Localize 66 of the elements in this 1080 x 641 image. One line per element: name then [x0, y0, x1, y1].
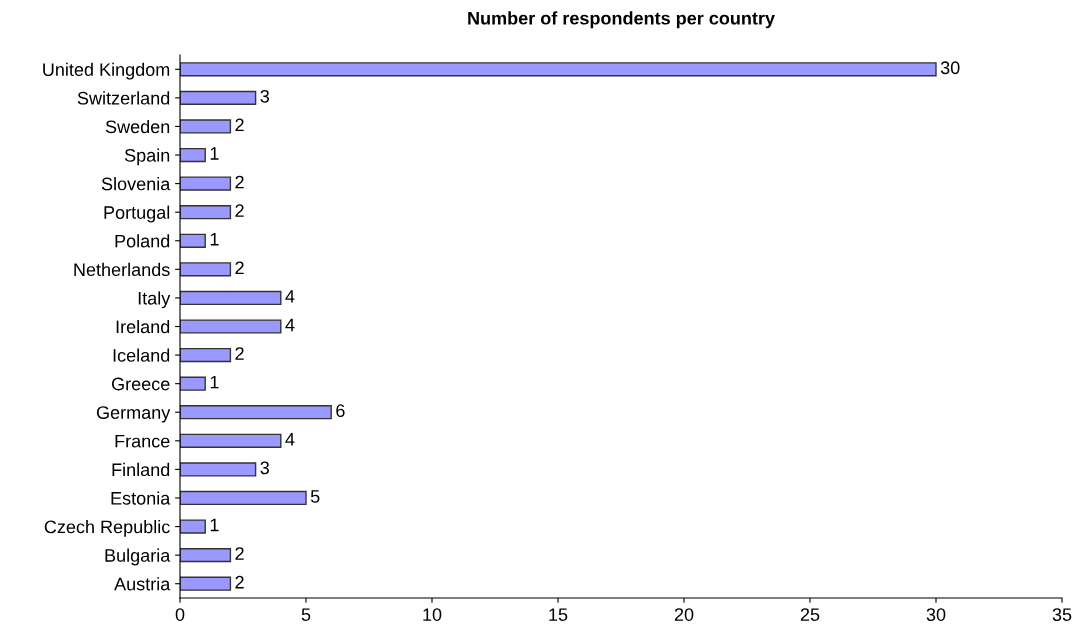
x-tick-label: 35: [1052, 608, 1072, 621]
y-tick-label: Italy: [138, 291, 171, 309]
data-label: 2: [235, 261, 244, 275]
bar: [180, 548, 232, 563]
bar: [180, 319, 282, 334]
x-tick-label: 5: [301, 608, 311, 621]
y-tick-label: Slovenia: [101, 177, 171, 191]
bar: [180, 376, 206, 391]
data-label: 2: [235, 175, 244, 189]
bar: [180, 90, 257, 105]
data-label: 2: [235, 204, 244, 217]
y-tick-label: Portugal: [104, 205, 170, 223]
bar: [180, 233, 206, 248]
bar: [180, 519, 206, 534]
y-tick-label: Spain: [124, 148, 170, 166]
y-tick-label: Austria: [114, 577, 171, 591]
data-label: 1: [210, 375, 219, 389]
data-label: 4: [285, 318, 295, 332]
bar: [180, 433, 282, 448]
data-label: 2: [235, 547, 244, 560]
data-label: 1: [210, 518, 219, 532]
bar: [180, 347, 232, 363]
y-tick-label: Czech Republic: [44, 520, 170, 537]
bar: [180, 262, 232, 277]
data-label: 4: [285, 290, 295, 303]
bar: [180, 462, 257, 477]
y-tick-label: Sweden: [105, 119, 170, 134]
y-tick-label: Ireland: [116, 319, 170, 334]
data-label: 4: [285, 433, 295, 446]
y-tick-label: United Kingdom: [43, 62, 170, 80]
y-tick-label: France: [115, 434, 170, 448]
y-tick-label: Estonia: [111, 491, 171, 505]
y-tick-label: Greece: [111, 377, 170, 391]
x-tick-label: 15: [549, 608, 568, 621]
bar: [180, 405, 332, 420]
data-label: 1: [210, 233, 219, 246]
data-label: 2: [235, 575, 244, 589]
bar: [180, 176, 232, 191]
y-tick-label: Switzerland: [77, 91, 170, 105]
data-label: 3: [260, 89, 270, 103]
x-tick-label: 0: [175, 608, 185, 621]
y-tick-label: Iceland: [113, 348, 170, 362]
y-tick-label: Germany: [96, 406, 171, 423]
data-label: 6: [336, 404, 345, 418]
bar: [180, 490, 307, 506]
data-label: 2: [235, 347, 244, 360]
bar: [180, 290, 282, 306]
bar: [180, 147, 206, 163]
y-tick-label: Finland: [112, 462, 170, 477]
data-label: 1: [210, 147, 219, 160]
data-label: 5: [310, 490, 320, 503]
bar: [180, 576, 232, 591]
bar: [180, 119, 232, 134]
x-tick-label: 10: [423, 608, 442, 621]
y-tick-label: Bulgaria: [105, 548, 171, 566]
y-tick-label: Netherlands: [74, 262, 170, 277]
y-tick-label: Poland: [115, 234, 170, 248]
x-tick-label: 25: [800, 608, 820, 621]
data-label: 30: [940, 61, 960, 75]
x-tick-label: 20: [674, 608, 694, 621]
bar: [180, 62, 937, 77]
bar: [180, 205, 232, 220]
x-tick-label: 30: [926, 608, 946, 621]
chart-title: Number of respondents per country: [468, 11, 775, 29]
data-label: 3: [260, 461, 270, 475]
data-label: 2: [235, 118, 244, 132]
